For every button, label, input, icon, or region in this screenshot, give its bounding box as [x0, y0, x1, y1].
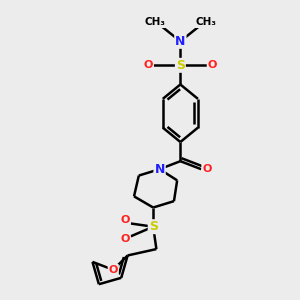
- Text: O: O: [202, 164, 212, 174]
- Text: O: O: [208, 60, 217, 70]
- Text: N: N: [154, 163, 165, 176]
- Text: S: S: [176, 59, 185, 72]
- Text: O: O: [109, 265, 118, 275]
- Text: O: O: [120, 215, 130, 225]
- Text: S: S: [149, 220, 158, 233]
- Text: CH₃: CH₃: [195, 17, 216, 27]
- Text: N: N: [175, 35, 185, 48]
- Text: O: O: [120, 235, 130, 244]
- Text: O: O: [144, 60, 153, 70]
- Text: CH₃: CH₃: [144, 17, 165, 27]
